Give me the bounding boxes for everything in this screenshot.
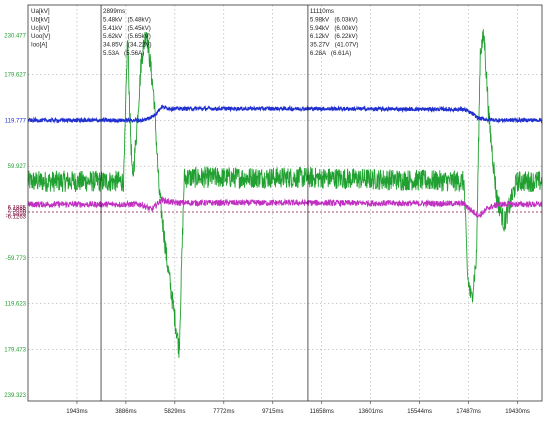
- cursor-time: 11110ms: [310, 8, 334, 15]
- x-tick-label: 17487ms: [456, 409, 481, 415]
- signal-traces: [27, 29, 543, 358]
- y-axis-label: 6.1885: [8, 205, 27, 211]
- x-tick-label: 3886ms: [115, 409, 136, 415]
- legend-entry: Ub[kV]: [31, 16, 50, 23]
- y-axis-label: 230.477: [4, 34, 26, 40]
- y-axis-label: 0: [23, 210, 27, 216]
- legend-entry: Ioo[A]: [31, 42, 47, 49]
- legend-box: [29, 6, 56, 49]
- y-axis-label: 119.777: [5, 118, 27, 124]
- legend-entry: Ua[kV]: [31, 8, 50, 15]
- x-tick-label: 11658ms: [310, 409, 334, 415]
- cursor-reading: 35.27V (41.07V): [310, 42, 359, 49]
- cursor-reading: 5.41kV (5.45kV): [103, 25, 151, 32]
- y-axis-label: 179.627: [4, 72, 26, 78]
- x-tick-label: 5829ms: [164, 409, 185, 415]
- y-axis-label: 239.323: [4, 393, 26, 399]
- x-tick-label: 9715ms: [262, 409, 283, 415]
- legend-entry: Uoo[V]: [31, 33, 50, 40]
- cursor-reading: 5.53A (5.56A): [103, 50, 144, 57]
- cursor-reading: 5.48kV (5.48kV): [103, 16, 151, 23]
- y-axis-label: 119.623: [5, 302, 27, 308]
- grid-lines: [28, 5, 542, 401]
- y-axis-label: 2.5685: [8, 208, 27, 214]
- cursor-reading: 6.12kV (6.22kV): [310, 33, 358, 40]
- cursor-reading: 5.94kV (6.00kV): [310, 25, 358, 32]
- plot-frame: [27, 4, 543, 402]
- legend: Ua[kV]Ub[kV] Uc[kV]Uoo[V] Ioo[A]: [29, 6, 56, 49]
- x-axis-ticks: 1943ms 3886ms 5829ms 7772ms 9715ms 11658ms 136…: [66, 401, 530, 415]
- y-axis-label: 179.473: [4, 347, 26, 353]
- y-axis-label: 59.927: [8, 164, 27, 170]
- y-axis-label: -2.5893: [6, 212, 27, 218]
- cursor-reading: 6.28A (6.61A): [310, 50, 351, 57]
- cursor-reading: 5.98kV (6.03kV): [310, 16, 358, 23]
- x-tick-label: 13601ms: [358, 409, 383, 415]
- trace-line: [27, 103, 543, 125]
- x-tick-label: 1943ms: [66, 409, 87, 415]
- y-axis-label: -6.1263: [6, 215, 27, 221]
- cursor-reading: 34.85V (34.22V): [103, 42, 151, 49]
- x-tick-label: 7772ms: [213, 409, 234, 415]
- y-axis-labels: 230.477 6.1885 179.627 119.777 2.5685 59.927 0…: [4, 34, 26, 400]
- cursor-time: 2899ms: [103, 8, 125, 15]
- x-tick-label: 15544ms: [407, 409, 432, 415]
- trace-line: [27, 29, 543, 358]
- trace-line: [27, 195, 543, 218]
- measurement-cursors: [100, 5, 309, 401]
- x-tick-label: 19430ms: [505, 409, 530, 415]
- legend-entry: Uc[kV]: [31, 25, 50, 32]
- cursor-reading: 5.62kV (5.65kV): [103, 33, 151, 40]
- y-axis-label: -59.773: [6, 256, 27, 262]
